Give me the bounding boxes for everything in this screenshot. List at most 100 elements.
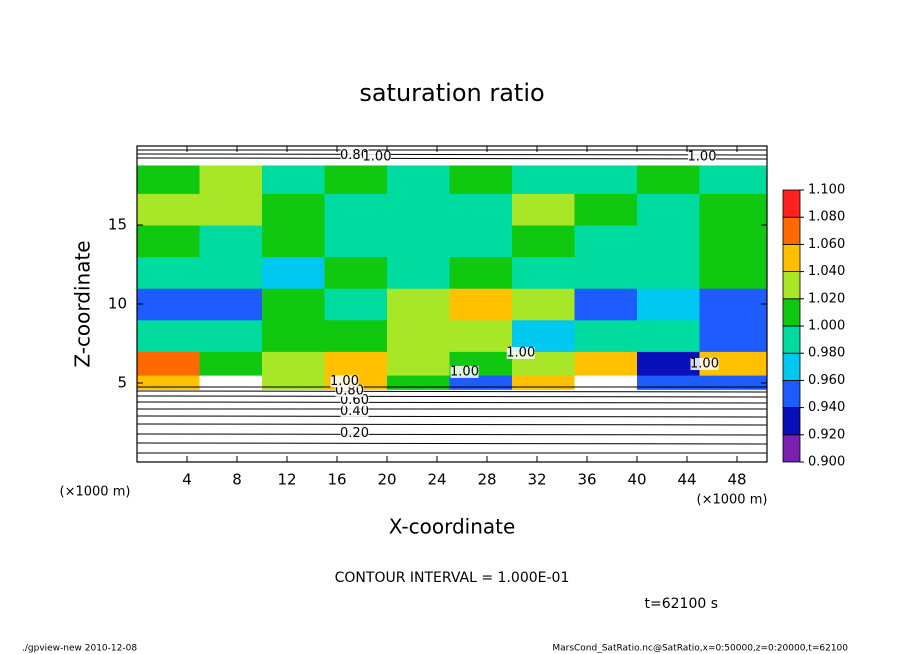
colorbar-label: 1.060 — [808, 237, 845, 252]
field-cell — [449, 193, 513, 226]
contour-label: 0.20 — [340, 426, 369, 441]
contour-label: 1.00 — [506, 345, 535, 360]
field-cell — [262, 225, 325, 258]
field-cell — [574, 193, 638, 226]
field-cell — [574, 164, 638, 194]
field-cell — [449, 256, 513, 289]
field-cell — [449, 146, 513, 166]
footer-right: MarsCond_SatRatio.nc@SatRatio,x=0:50000,… — [552, 644, 848, 654]
colorbar-box — [782, 352, 801, 381]
field-cell — [199, 389, 263, 463]
annotation-bg — [335, 384, 364, 397]
contour-label: 1.00 — [450, 364, 479, 379]
colorbar-label: 1.020 — [808, 291, 845, 306]
field-cell — [512, 288, 575, 321]
field-cell — [637, 193, 700, 226]
field-cell — [199, 256, 263, 289]
field-cell — [324, 351, 388, 376]
x-tick-label: 40 — [627, 471, 646, 489]
field-cell — [324, 256, 388, 289]
field-cell — [699, 225, 768, 258]
colorbar-label: 1.100 — [808, 183, 845, 198]
field-cell — [699, 146, 768, 166]
field-cell — [574, 256, 638, 289]
contour-label: 1.00 — [688, 150, 717, 165]
colorbar-label: 0.980 — [808, 346, 845, 361]
colorbar-box — [782, 243, 801, 272]
field-cell — [637, 256, 700, 289]
field-cell — [699, 375, 768, 390]
field-cell — [574, 375, 638, 390]
field-cell — [637, 351, 700, 376]
field-cell — [137, 225, 200, 258]
field-cell — [699, 389, 768, 463]
field-cell — [262, 375, 325, 390]
y-tick-label: 15 — [108, 216, 127, 234]
field-cell — [574, 225, 638, 258]
field-cell — [199, 288, 263, 321]
colorbar-label: 0.940 — [808, 400, 845, 415]
field-cell — [324, 193, 388, 226]
field-cell — [512, 193, 575, 226]
x-tick-label: 28 — [477, 471, 496, 489]
colorbar-box — [782, 325, 801, 354]
colorbar-box — [782, 298, 801, 327]
contour-line — [136, 401, 768, 404]
field-cell — [637, 288, 700, 321]
field-cell — [387, 319, 450, 352]
colorbar-box — [782, 379, 801, 408]
x-tick-label: 20 — [377, 471, 396, 489]
field-cell — [324, 225, 388, 258]
x-unit: (×1000 m) — [697, 493, 768, 508]
contour-interval: CONTOUR INTERVAL = 1.000E-01 — [335, 570, 570, 586]
x-tick-label: 8 — [232, 471, 242, 489]
x-tick-label: 36 — [577, 471, 596, 489]
field-cell — [637, 146, 700, 166]
field-cell — [574, 146, 638, 166]
field-cell — [387, 256, 450, 289]
field-cell — [512, 375, 575, 390]
field-cell — [449, 319, 513, 352]
field-cell — [637, 164, 700, 194]
colorbar-label: 1.000 — [808, 319, 845, 334]
field-cell — [199, 193, 263, 226]
field-cell — [387, 225, 450, 258]
field-cell — [699, 319, 768, 352]
contour-line — [136, 153, 768, 156]
x-tick-label: 32 — [527, 471, 546, 489]
field-cell — [387, 164, 450, 194]
colorbar-box — [782, 407, 801, 436]
x-tick-label: 44 — [677, 471, 696, 489]
contour-label: 1.00 — [330, 374, 359, 389]
field-cell — [137, 193, 200, 226]
field-cell — [637, 389, 700, 463]
contour-line — [136, 395, 768, 398]
colorbar-box — [782, 189, 801, 218]
field-cell — [262, 193, 325, 226]
contour-label: 0.40 — [340, 404, 369, 419]
field-cell — [449, 225, 513, 258]
field-cell — [199, 146, 263, 166]
field-cell — [387, 146, 450, 166]
field-cell — [262, 319, 325, 352]
colorbar-box — [782, 434, 801, 463]
colorbar-label: 1.080 — [808, 210, 845, 225]
annotation-bg — [688, 151, 716, 164]
field-cell — [512, 164, 575, 194]
x-tick-label: 48 — [727, 471, 746, 489]
field-cell — [199, 319, 263, 352]
annotation-bg — [450, 365, 479, 378]
annotation-bg — [506, 346, 535, 359]
annotation-bg — [340, 427, 369, 440]
field-cell — [574, 351, 638, 376]
colorbar-label: 1.040 — [808, 264, 845, 279]
annotation-bg — [690, 358, 719, 371]
field-cell — [262, 256, 325, 289]
time-label: t=62100 s — [645, 596, 719, 612]
field-cell — [137, 319, 200, 352]
field-cell — [199, 225, 263, 258]
annotation-bg — [340, 405, 369, 418]
field-cell — [387, 375, 450, 390]
field-cell — [137, 288, 200, 321]
field-cell — [262, 351, 325, 376]
